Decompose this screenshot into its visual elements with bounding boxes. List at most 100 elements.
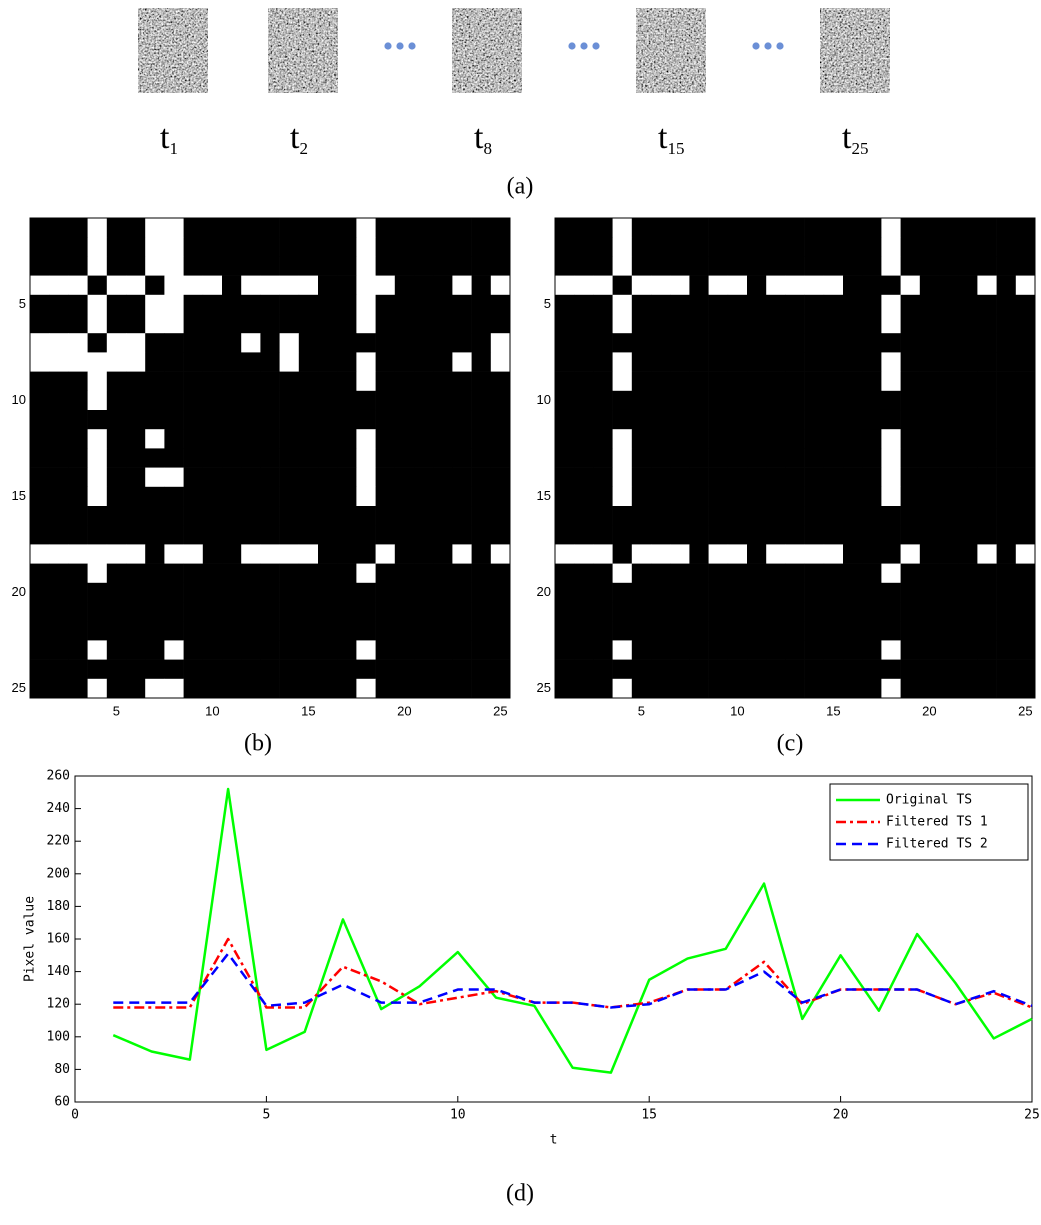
matrix-cell: [337, 602, 357, 622]
matrix-cell: [471, 506, 492, 526]
matrix-cell: [183, 582, 204, 603]
matrix-cell: [651, 314, 671, 334]
matrix-cell: [260, 218, 280, 238]
matrix-cell: [337, 678, 357, 699]
matrix-cell: [555, 563, 575, 584]
matrix-cell: [977, 621, 997, 641]
matrix-cell: [843, 294, 863, 315]
matrix-cell: [727, 275, 748, 296]
matrix-cell: [574, 582, 594, 603]
matrix-cell: [30, 678, 50, 699]
matrix-cell: [452, 314, 472, 334]
matrix-cell: [222, 352, 242, 372]
matrix-cell: [298, 429, 319, 449]
matrix-cell: [298, 640, 319, 660]
matrix-cell: [881, 467, 901, 488]
matrix-cell: [279, 275, 300, 296]
matrix-cell: [900, 333, 921, 353]
matrix-cell: [881, 602, 901, 622]
matrix-cell: [490, 525, 511, 545]
matrix-cell: [747, 448, 767, 468]
matrix-cell: [318, 659, 338, 680]
matrix-cell: [260, 371, 280, 392]
matrix-cell: [843, 218, 863, 238]
matrix-cell: [356, 544, 376, 564]
matrix-cell: [670, 640, 690, 660]
matrix-cell: [593, 678, 613, 699]
matrix-cell: [555, 582, 575, 603]
matrix-cell: [996, 448, 1017, 468]
matrix-cell: [977, 602, 997, 622]
matrix-cell: [862, 582, 882, 603]
matrix-cell: [375, 256, 396, 276]
frame-thumbnail: [820, 8, 890, 93]
matrix-cell: [471, 429, 492, 449]
matrix-cell: [375, 448, 396, 468]
frame-label-base: t: [160, 119, 170, 156]
matrix-cell: [394, 506, 415, 526]
matrix-cell: [356, 218, 376, 238]
matrix-cell: [452, 525, 472, 545]
matrix-cell: [241, 314, 261, 334]
matrix-cell: [843, 448, 863, 468]
matrix-cell: [727, 506, 748, 526]
matrix-cell: [555, 237, 575, 257]
matrix-cell: [337, 371, 357, 392]
matrix-cell: [862, 256, 882, 276]
matrix-cell: [555, 352, 575, 372]
y-tick-label: 5: [19, 296, 26, 311]
matrix-cell: [164, 390, 184, 411]
matrix-cell: [260, 525, 280, 545]
matrix-cell: [900, 659, 921, 680]
matrix-cell: [996, 525, 1017, 545]
matrix-cell: [747, 256, 767, 276]
matrix-cell: [106, 678, 127, 699]
matrix-cell: [593, 544, 613, 564]
legend-label: Filtered TS 2: [886, 837, 988, 852]
matrix-cell: [106, 659, 127, 680]
matrix-cell: [593, 659, 613, 680]
matrix-cell: [708, 333, 729, 353]
matrix-cell: [747, 390, 767, 411]
matrix-cell: [593, 352, 613, 372]
matrix-cell: [433, 621, 453, 641]
matrix-cell: [727, 371, 748, 392]
matrix-cell: [375, 429, 396, 449]
matrix-cell: [222, 563, 242, 584]
matrix-cell: [298, 256, 319, 276]
matrix-cell: [823, 467, 844, 488]
matrix-cell: [49, 371, 69, 392]
matrix-cell: [708, 602, 729, 622]
matrix-cell: [631, 602, 652, 622]
matrix-cell: [337, 582, 357, 603]
matrix-cell: [689, 371, 709, 392]
matrix-cell: [958, 659, 978, 680]
matrix-cell: [977, 506, 997, 526]
matrix-cell: [414, 429, 434, 449]
matrix-cell: [356, 678, 376, 699]
matrix-cell: [631, 275, 652, 296]
matrix-cell: [555, 467, 575, 488]
matrix-cell: [977, 525, 997, 545]
matrix-cell: [919, 218, 940, 238]
matrix-cell: [414, 467, 434, 488]
matrix-cell: [222, 371, 242, 392]
y-tick-label: 120: [47, 997, 70, 1012]
matrix-cell: [471, 448, 492, 468]
matrix-cell: [555, 256, 575, 276]
matrix-cell: [804, 621, 825, 641]
matrix-cell: [126, 506, 146, 526]
matrix-cell: [318, 218, 338, 238]
matrix-cell: [337, 640, 357, 660]
matrix-cell: [843, 333, 863, 353]
matrix-cell: [222, 602, 242, 622]
matrix-cell: [298, 582, 319, 603]
matrix-cell: [490, 352, 511, 372]
matrix-cell: [843, 275, 863, 296]
matrix-cell: [689, 506, 709, 526]
matrix-cell: [919, 563, 940, 584]
matrix-cell: [747, 544, 767, 564]
matrix-cell: [651, 582, 671, 603]
matrix-cell: [106, 486, 127, 507]
matrix-cell: [900, 410, 921, 430]
